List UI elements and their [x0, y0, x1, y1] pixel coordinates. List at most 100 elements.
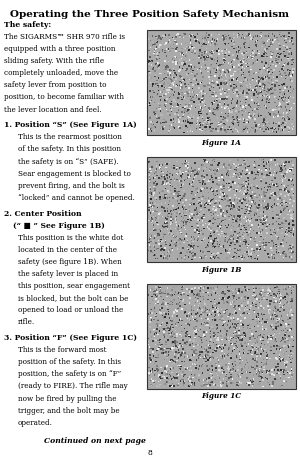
Point [171, 232, 176, 239]
Point [235, 100, 240, 107]
Point [148, 209, 153, 217]
Point [148, 179, 153, 186]
Point [243, 219, 248, 227]
Point [166, 229, 171, 237]
Point [157, 106, 162, 114]
Point [226, 177, 231, 185]
Point [158, 377, 163, 385]
Point [192, 337, 197, 345]
Point [247, 86, 251, 94]
Point [266, 307, 271, 315]
Point [185, 331, 190, 338]
Point [185, 118, 190, 126]
Point [209, 237, 214, 245]
Point [152, 301, 157, 308]
Point [154, 354, 158, 361]
Point [248, 348, 253, 356]
Point [148, 102, 153, 109]
Point [213, 333, 218, 340]
Point [206, 206, 211, 214]
Point [180, 290, 185, 297]
Point [172, 344, 177, 352]
Point [197, 59, 202, 66]
Point [161, 181, 166, 188]
Point [262, 32, 267, 40]
Point [273, 99, 278, 106]
Point [256, 122, 261, 129]
Point [233, 228, 238, 235]
Point [263, 120, 268, 128]
Point [208, 381, 212, 389]
Point [235, 52, 240, 60]
Point [180, 83, 184, 91]
Point [234, 352, 239, 360]
Point [265, 367, 269, 374]
Point [228, 157, 232, 165]
Point [267, 69, 272, 77]
Point [154, 313, 158, 320]
Point [156, 201, 161, 209]
Point [164, 45, 169, 53]
Point [274, 119, 279, 126]
Point [147, 191, 152, 198]
Point [184, 248, 189, 256]
Point [286, 187, 290, 195]
Point [222, 292, 227, 300]
Point [232, 196, 237, 204]
Point [163, 287, 168, 295]
Point [194, 315, 199, 322]
Point [156, 340, 161, 348]
Point [236, 68, 240, 75]
Point [270, 310, 275, 318]
Point [152, 110, 157, 118]
Point [247, 189, 252, 196]
Point [218, 126, 223, 134]
Point [271, 324, 275, 331]
Point [291, 161, 296, 169]
Point [213, 234, 218, 241]
Point [164, 374, 169, 382]
Point [171, 58, 176, 66]
Point [202, 173, 206, 180]
Point [175, 176, 179, 183]
Point [199, 238, 203, 246]
Point [232, 39, 236, 46]
Point [218, 202, 222, 210]
Point [256, 372, 261, 380]
Point [282, 206, 286, 213]
Point [258, 80, 262, 88]
Point [237, 221, 242, 228]
Point [152, 200, 157, 207]
Point [206, 220, 211, 227]
Point [182, 202, 187, 209]
Point [179, 352, 184, 359]
Point [208, 61, 213, 69]
Point [215, 328, 220, 336]
Point [245, 84, 250, 92]
Point [177, 317, 182, 325]
Point [211, 227, 216, 234]
Point [214, 234, 219, 242]
Point [268, 86, 272, 93]
Point [222, 195, 227, 203]
Point [190, 179, 195, 186]
Point [157, 344, 161, 351]
Point [285, 46, 290, 53]
Point [178, 302, 182, 310]
Point [162, 62, 167, 70]
Point [173, 218, 178, 226]
Point [188, 196, 192, 203]
Point [244, 49, 249, 56]
Point [201, 254, 206, 262]
Point [225, 39, 230, 46]
Point [191, 325, 196, 332]
Point [285, 113, 290, 120]
Point [235, 205, 240, 212]
Point [236, 119, 240, 126]
Point [272, 93, 277, 100]
Point [208, 217, 212, 225]
Point [289, 359, 293, 366]
Point [220, 331, 225, 339]
Point [274, 52, 279, 60]
Point [191, 316, 196, 323]
